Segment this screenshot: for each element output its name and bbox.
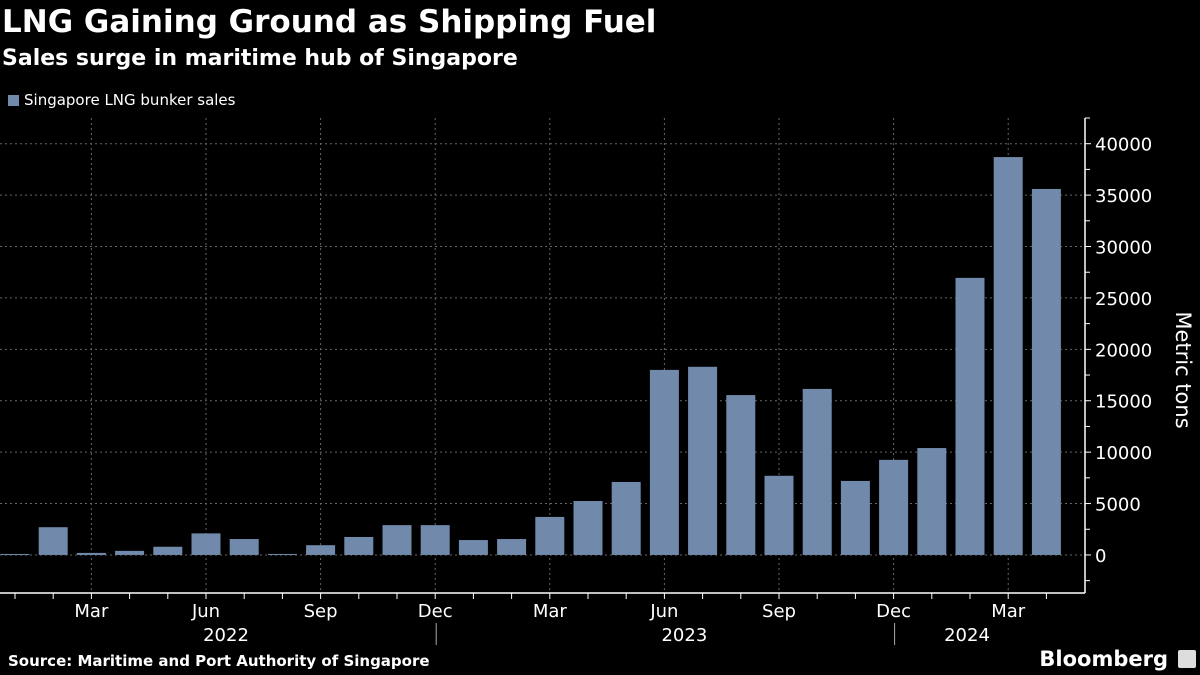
y-tick-label: 30000 [1095,238,1152,259]
y-tick-label: 40000 [1095,135,1152,156]
bar [458,540,488,555]
year-label: 2023 [661,625,707,646]
y-tick-label: 25000 [1095,289,1152,310]
bloomberg-chart-icon [1178,650,1196,668]
bar [802,388,832,555]
x-tick-label: Dec [418,601,453,622]
x-tick-label: Dec [876,601,911,622]
y-tick-label: 5000 [1095,495,1141,516]
bar [497,539,527,555]
y-tick-label: 35000 [1095,186,1152,207]
legend-swatch [8,94,19,106]
bar [764,475,794,555]
year-label: 2024 [944,625,990,646]
bar [344,536,374,555]
x-tick-label: Sep [304,601,338,622]
x-tick-label: Jun [191,601,220,622]
bar [267,553,297,555]
bar [879,459,909,555]
legend: Singapore LNG bunker sales [8,91,235,109]
bar [726,395,756,555]
bar [611,481,641,555]
bar [153,546,183,555]
x-tick-label: Mar [991,601,1026,622]
bar [420,525,450,555]
x-tick-label: Mar [533,601,568,622]
bar [649,369,679,555]
bar [840,480,870,555]
bar [38,527,68,555]
y-axis-label: Metric tons [1171,311,1195,428]
chart-subtitle: Sales surge in maritime hub of Singapore [2,46,518,71]
y-tick-label: 0 [1095,546,1106,567]
bar [573,500,603,555]
year-label: 2022 [203,625,249,646]
bar [993,157,1023,555]
brand-logo: Bloomberg [1039,647,1168,671]
legend-label: Singapore LNG bunker sales [24,91,236,109]
y-tick-label: 20000 [1095,340,1152,361]
bar [306,545,336,555]
x-tick-label: Sep [762,601,796,622]
bar [115,550,145,555]
x-tick-label: Mar [74,601,109,622]
y-tick-label: 15000 [1095,392,1152,413]
bar [0,553,30,555]
bar [955,277,985,555]
bar [191,533,221,555]
source-note: Source: Maritime and Port Authority of S… [8,652,430,670]
bar [688,366,718,555]
x-tick-label: Jun [649,601,678,622]
bar [1031,188,1061,555]
bar [229,539,259,555]
bar [535,516,565,555]
bar [382,525,412,555]
bar [76,552,106,555]
y-tick-label: 10000 [1095,443,1152,464]
bar [917,448,947,555]
chart-title: LNG Gaining Ground as Shipping Fuel [2,4,657,40]
